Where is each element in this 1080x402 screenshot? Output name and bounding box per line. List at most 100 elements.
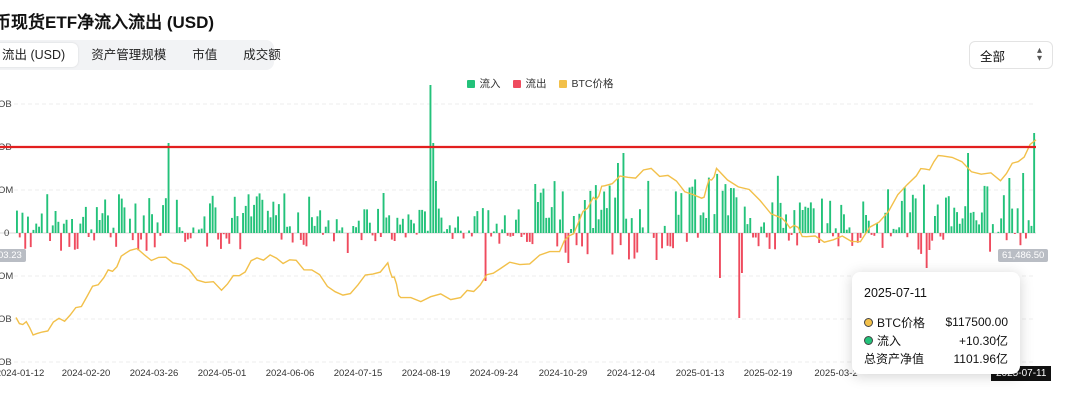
flow-bar — [724, 184, 727, 233]
flow-bar — [437, 208, 440, 233]
flow-bar — [470, 233, 473, 237]
flow-bar — [699, 215, 702, 233]
flow-bar — [206, 233, 209, 247]
flow-bar — [1008, 178, 1011, 233]
flow-bar — [975, 220, 978, 233]
flow-bar — [575, 233, 578, 246]
flow-bar — [73, 233, 76, 250]
flow-bar — [539, 192, 542, 233]
flow-bar — [65, 219, 68, 233]
y-tick-label: OB — [0, 314, 12, 325]
flow-bar — [247, 194, 250, 233]
flow-bar — [534, 184, 537, 233]
flow-bar — [757, 233, 760, 247]
flow-bar — [145, 233, 148, 251]
x-tick-label: 2024-07-15 — [334, 368, 383, 379]
flow-bar — [636, 233, 639, 253]
flow-bar — [1022, 173, 1025, 233]
flow-bar — [104, 199, 107, 233]
flow-bar — [142, 215, 145, 233]
flow-bar — [641, 227, 644, 233]
tab-aum[interactable]: 资产管理规模 — [91, 48, 167, 62]
flow-bar — [476, 211, 479, 233]
flow-bar — [583, 200, 586, 233]
flow-bar — [432, 143, 435, 233]
flow-bar — [324, 226, 327, 233]
flow-bar — [553, 181, 556, 233]
flow-bar — [93, 233, 96, 241]
flow-bar — [512, 233, 515, 236]
flow-bar — [931, 233, 934, 241]
flow-bar — [608, 185, 611, 233]
flow-bar — [153, 233, 156, 248]
flow-bar — [87, 233, 90, 237]
flow-bar — [1002, 195, 1005, 233]
flow-bar — [487, 210, 490, 233]
flow-bar — [148, 198, 151, 233]
legend-item-outflow[interactable]: 流出 — [512, 76, 547, 91]
flow-bar — [253, 204, 255, 233]
flow-bar — [589, 190, 592, 233]
tab-volume[interactable]: 成交额 — [243, 48, 281, 62]
flow-bar — [694, 179, 697, 233]
flow-bar — [134, 203, 137, 233]
legend-item-inflow[interactable]: 流入 — [466, 76, 501, 91]
chevron-updown-icon: ▴ ▾ — [1036, 45, 1042, 64]
flow-bar — [691, 186, 694, 233]
flow-bar — [680, 193, 683, 233]
flow-bar — [967, 153, 969, 233]
flow-bar — [881, 233, 884, 248]
flow-bar — [677, 214, 680, 233]
fund-select[interactable]: 全部 ▴ ▾ — [969, 41, 1053, 69]
metric-tabs: 流出 (USD) 资产管理规模 市值 成交额 — [0, 40, 281, 70]
flow-bar — [319, 210, 322, 233]
flow-bar — [719, 233, 721, 278]
flow-bar — [567, 233, 570, 263]
flow-bar — [481, 208, 484, 233]
flow-bar — [57, 221, 60, 233]
tooltip-label: 流入 — [877, 333, 902, 348]
flow-bar — [379, 233, 382, 237]
flow-bar — [410, 219, 413, 233]
flow-bar — [749, 218, 752, 233]
flow-bar — [178, 227, 181, 233]
flow-bar — [647, 180, 650, 233]
flow-bar — [79, 223, 82, 233]
flow-bar — [807, 207, 810, 233]
flow-bar — [60, 233, 62, 251]
legend-label: BTC价格 — [571, 78, 614, 90]
flow-bar — [743, 206, 746, 233]
legend-item-btc-price[interactable]: BTC价格 — [558, 76, 614, 91]
x-tick-label: 2024-01-12 — [0, 368, 44, 379]
flow-bar — [721, 190, 724, 233]
tab-market-cap[interactable]: 市值 — [192, 48, 218, 62]
flow-bar — [305, 233, 308, 247]
flow-bars — [16, 85, 1036, 318]
flow-bar — [862, 201, 865, 233]
flow-bar — [851, 233, 854, 246]
flow-bar — [503, 215, 506, 233]
flow-bar — [302, 233, 305, 245]
flow-bar — [559, 219, 561, 233]
flow-bar — [782, 227, 785, 233]
flow-bar — [115, 233, 118, 247]
flow-bar — [702, 212, 705, 233]
flow-bar — [388, 215, 391, 233]
flow-bar — [741, 233, 743, 273]
tab-flows[interactable]: 流出 (USD) — [0, 43, 79, 67]
flow-bar — [209, 203, 211, 233]
flow-bar — [407, 214, 410, 233]
flow-bar — [129, 218, 131, 233]
flow-bar — [776, 175, 779, 233]
flow-bar — [501, 229, 504, 233]
flow-bar — [925, 233, 928, 268]
flow-bar — [258, 193, 261, 233]
flow-bar — [338, 230, 341, 233]
flow-bar — [16, 210, 18, 233]
flow-bar — [443, 231, 446, 233]
flow-bar — [396, 217, 399, 233]
flow-bar — [732, 188, 735, 233]
flow-bar — [685, 233, 688, 242]
flow-bar — [327, 220, 330, 233]
flow-bar — [991, 224, 994, 233]
